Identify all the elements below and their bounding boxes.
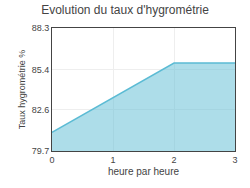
- svg-text:79.7: 79.7: [32, 146, 50, 156]
- svg-text:Taux hygrométrie %: Taux hygrométrie %: [17, 50, 27, 130]
- svg-text:heure par heure: heure par heure: [108, 166, 180, 177]
- svg-text:1: 1: [110, 155, 115, 165]
- svg-text:Evolution du taux d'hygrométri: Evolution du taux d'hygrométrie: [41, 3, 209, 17]
- svg-text:3: 3: [232, 155, 237, 165]
- svg-text:85.4: 85.4: [32, 65, 50, 75]
- svg-text:0: 0: [49, 155, 54, 165]
- svg-text:88.3: 88.3: [32, 23, 50, 33]
- svg-text:82.6: 82.6: [32, 105, 50, 115]
- svg-text:2: 2: [171, 155, 176, 165]
